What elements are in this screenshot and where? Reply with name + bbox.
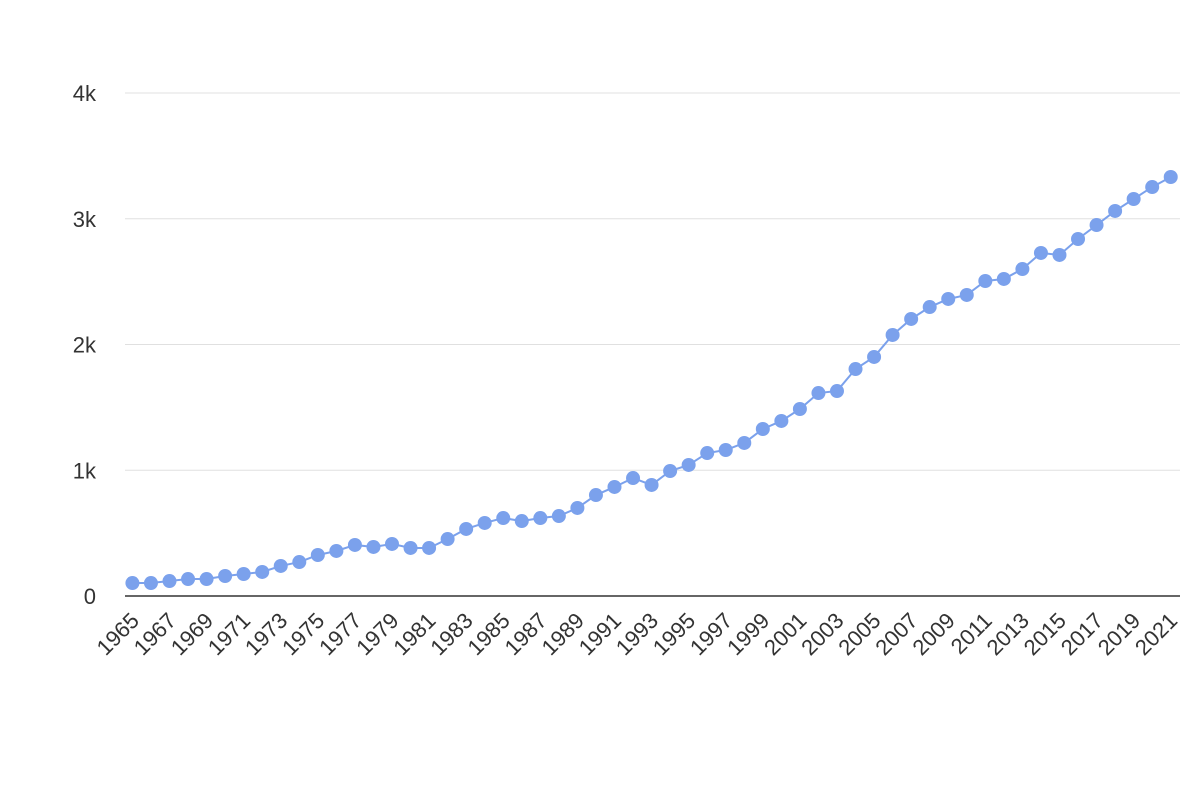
point <box>737 435 752 450</box>
y-tick-label: 2k <box>73 333 97 358</box>
y-tick-label: 3k <box>73 207 97 232</box>
point <box>570 500 585 515</box>
point <box>218 569 233 584</box>
point <box>496 511 511 526</box>
x-tick-label: 2021 <box>1130 608 1182 660</box>
point <box>1015 262 1030 277</box>
point <box>255 564 270 579</box>
point <box>125 576 140 591</box>
point <box>663 464 678 479</box>
point <box>347 537 362 552</box>
point <box>273 558 288 573</box>
point <box>384 536 399 551</box>
point <box>1145 180 1160 195</box>
point <box>292 555 307 570</box>
point <box>978 273 993 288</box>
point <box>607 479 622 494</box>
point <box>199 572 214 587</box>
point <box>996 271 1011 286</box>
point <box>236 566 251 581</box>
point <box>941 291 956 306</box>
point <box>867 349 882 364</box>
point <box>422 540 437 555</box>
point <box>459 521 474 536</box>
point <box>551 509 566 524</box>
point <box>829 384 844 399</box>
point <box>588 488 603 503</box>
point <box>681 457 696 472</box>
point <box>1163 170 1178 185</box>
point <box>1033 245 1048 260</box>
point <box>755 422 770 437</box>
point <box>477 515 492 530</box>
point <box>626 471 641 486</box>
point <box>329 543 344 558</box>
point <box>1126 192 1141 207</box>
point <box>403 540 418 555</box>
y-tick-label: 1k <box>73 458 97 483</box>
point <box>792 402 807 417</box>
point <box>904 311 919 326</box>
point <box>162 574 177 589</box>
y-tick-label: 0 <box>84 584 96 609</box>
point <box>959 287 974 302</box>
point <box>774 413 789 428</box>
point <box>718 443 733 458</box>
point <box>811 386 826 401</box>
point <box>310 548 325 563</box>
point <box>533 511 548 526</box>
point <box>922 300 937 315</box>
point <box>514 514 529 529</box>
line <box>132 176 1172 585</box>
point <box>1108 203 1123 218</box>
point <box>700 446 715 461</box>
point <box>181 572 196 587</box>
point <box>885 327 900 342</box>
point <box>644 477 659 492</box>
point <box>1052 247 1067 262</box>
point <box>1071 231 1086 246</box>
point <box>143 576 158 591</box>
point <box>440 532 455 547</box>
y-tick-label: 4k <box>73 81 97 106</box>
point <box>848 362 863 377</box>
point <box>1089 218 1104 233</box>
point <box>366 539 381 554</box>
